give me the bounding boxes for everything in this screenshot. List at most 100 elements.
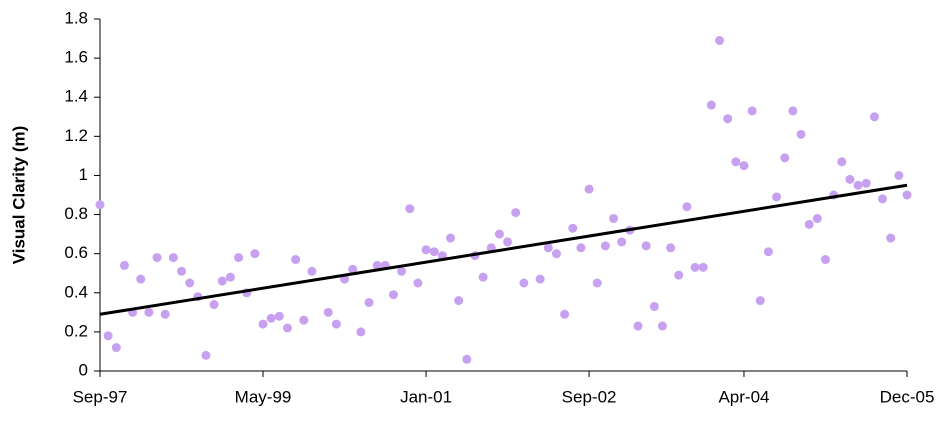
- point: [576, 243, 586, 253]
- point: [217, 276, 227, 286]
- point: [609, 213, 619, 223]
- point: [405, 204, 415, 214]
- point: [144, 307, 154, 317]
- x-tick-label: Apr-04: [718, 387, 769, 406]
- point: [772, 192, 782, 202]
- point: [209, 300, 219, 310]
- y-tick-label: 1: [79, 165, 88, 184]
- point: [119, 260, 129, 270]
- point: [894, 170, 904, 180]
- point: [177, 266, 187, 276]
- point: [356, 327, 366, 337]
- point: [690, 262, 700, 272]
- point: [649, 301, 659, 311]
- point: [462, 354, 472, 364]
- y-tick-label: 0.2: [64, 321, 88, 340]
- point: [706, 100, 716, 110]
- y-tick-label: 0.4: [64, 282, 88, 301]
- point: [388, 290, 398, 300]
- x-tick-label: Sep-02: [562, 387, 617, 406]
- point: [560, 309, 570, 319]
- point: [274, 311, 284, 321]
- point: [535, 274, 545, 284]
- point: [160, 309, 170, 319]
- point: [861, 178, 871, 188]
- point: [763, 247, 773, 257]
- point: [429, 247, 439, 257]
- point: [780, 153, 790, 163]
- y-tick-label: 1.2: [64, 126, 88, 145]
- point: [234, 253, 244, 263]
- point: [617, 237, 627, 247]
- point: [299, 315, 309, 325]
- point: [511, 208, 521, 218]
- point: [878, 194, 888, 204]
- point: [185, 278, 195, 288]
- point: [95, 200, 105, 210]
- point: [551, 249, 561, 259]
- y-tick-label: 0: [79, 360, 88, 379]
- x-tick-label: Dec-05: [880, 387, 935, 406]
- point: [633, 321, 643, 331]
- point: [731, 157, 741, 167]
- point: [494, 229, 504, 239]
- point: [804, 219, 814, 229]
- point: [421, 245, 431, 255]
- trend-line: [99, 183, 908, 316]
- point: [755, 296, 765, 306]
- point: [111, 343, 121, 353]
- point: [674, 270, 684, 280]
- y-tick-label: 1.4: [64, 87, 88, 106]
- point: [250, 249, 260, 259]
- point: [641, 241, 651, 251]
- point: [902, 190, 912, 200]
- point: [739, 161, 749, 171]
- point: [397, 266, 407, 276]
- point: [348, 264, 358, 274]
- point: [592, 278, 602, 288]
- y-tick-label: 0.8: [64, 204, 88, 223]
- point: [715, 36, 725, 46]
- point: [666, 243, 676, 253]
- point: [266, 313, 276, 323]
- point: [323, 307, 333, 317]
- point: [307, 266, 317, 276]
- x-tick-label: Sep-97: [73, 387, 128, 406]
- point: [282, 323, 292, 333]
- point: [152, 253, 162, 263]
- point: [454, 296, 464, 306]
- x-tick-label: May-99: [235, 387, 292, 406]
- point: [747, 106, 757, 116]
- point: [886, 233, 896, 243]
- point: [519, 278, 529, 288]
- point: [853, 180, 863, 190]
- point: [812, 213, 822, 223]
- point: [568, 223, 578, 233]
- point: [372, 260, 382, 270]
- point: [723, 114, 733, 124]
- point: [584, 184, 594, 194]
- point: [820, 255, 830, 265]
- point: [837, 157, 847, 167]
- point: [364, 298, 374, 308]
- point: [478, 272, 488, 282]
- point: [201, 350, 211, 360]
- y-axis-title: Visual Clarity (m): [9, 126, 28, 265]
- point: [682, 202, 692, 212]
- point: [698, 262, 708, 272]
- point: [845, 174, 855, 184]
- y-tick-label: 1.8: [64, 8, 88, 27]
- point: [543, 243, 553, 253]
- point: [796, 129, 806, 139]
- point: [103, 331, 113, 341]
- point: [503, 237, 513, 247]
- point: [331, 319, 341, 329]
- point: [168, 253, 178, 263]
- point: [136, 274, 146, 284]
- point: [657, 321, 667, 331]
- point: [225, 272, 235, 282]
- point: [446, 233, 456, 243]
- x-tick-label: Jan-01: [400, 387, 452, 406]
- point: [869, 112, 879, 122]
- point: [413, 278, 423, 288]
